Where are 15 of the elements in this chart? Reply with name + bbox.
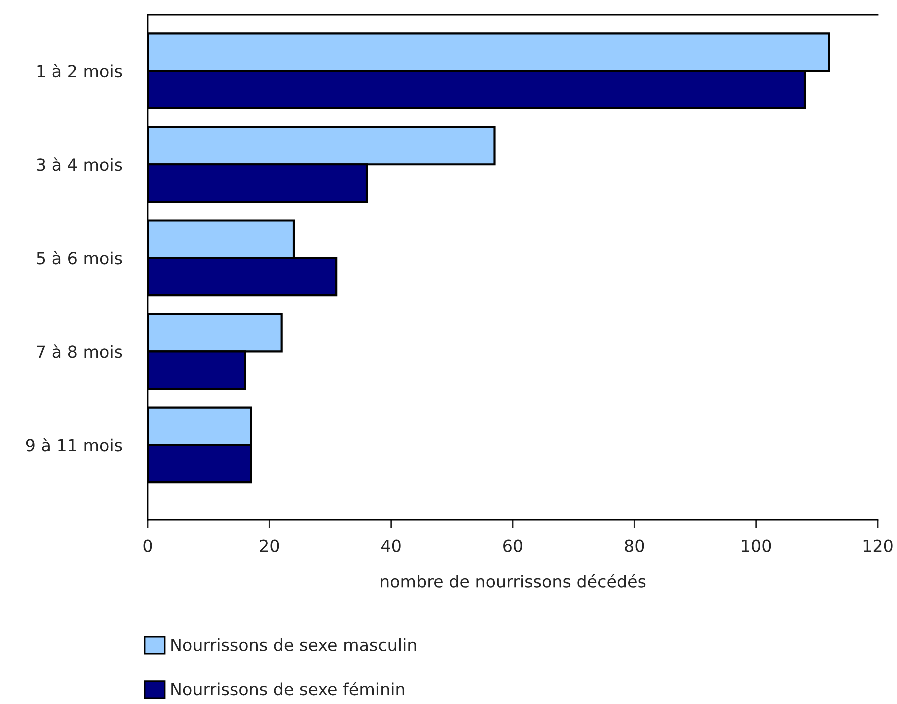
y-tick-label: 3 à 4 mois <box>37 158 122 172</box>
legend-label: Nourrissons de sexe féminin <box>172 682 404 696</box>
y-tick-label: 5 à 6 mois <box>37 251 122 265</box>
x-tick-label: 20 <box>260 540 280 552</box>
x-axis-title: nombre de nourrissons décédés <box>381 574 646 588</box>
y-tick-label: 1 à 2 mois <box>38 64 122 78</box>
y-tick-label: 7 à 8 mois <box>37 344 122 358</box>
x-tick-label: 80 <box>625 540 644 552</box>
x-tick-label: 100 <box>742 540 772 552</box>
y-tick-label: 9 à 11 mois <box>26 438 122 452</box>
x-tick-label: 0 <box>144 540 152 552</box>
x-tick-label: 120 <box>864 540 893 552</box>
x-tick-label: 60 <box>504 540 522 552</box>
legend-label: Nourrissons de sexe masculin <box>172 638 416 652</box>
x-tick-label: 40 <box>382 540 401 552</box>
